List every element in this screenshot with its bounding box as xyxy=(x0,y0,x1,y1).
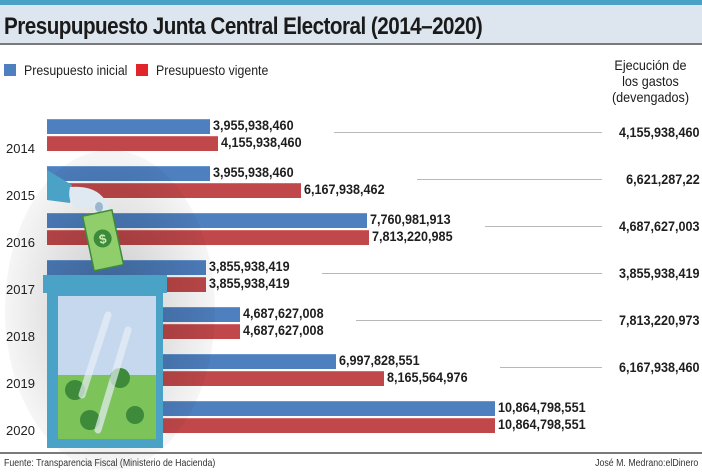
footer-divider xyxy=(0,452,702,454)
bar-value-label: 4,155,938,460 xyxy=(221,134,302,150)
legend-item-vigente: Presupuesto vigente xyxy=(136,62,284,78)
year-label: 2015 xyxy=(6,188,35,203)
bar-presupuesto-inicial xyxy=(47,166,211,181)
bar-presupuesto-vigente xyxy=(47,324,241,339)
year-label: 2014 xyxy=(6,141,35,156)
title-bar: Presupupuesto Junta Central Electoral (2… xyxy=(0,5,702,45)
legend-swatch-vigente xyxy=(136,64,148,76)
execution-header-line-1: Ejecución de xyxy=(614,57,687,73)
year-label: 2019 xyxy=(6,376,35,391)
bar-value-label: 3,855,938,419 xyxy=(208,275,290,291)
bar-value-label: 3,955,938,460 xyxy=(213,117,294,133)
bar-presupuesto-inicial xyxy=(47,260,206,275)
execution-value: 4,155,938,460 xyxy=(619,124,700,140)
bar-value-label: 3,855,938,419 xyxy=(208,258,290,274)
top-accent-bar xyxy=(0,0,702,5)
execution-header-line-3: (devengados) xyxy=(611,89,690,105)
leader-line xyxy=(485,226,602,227)
bar-presupuesto-vigente xyxy=(47,230,370,245)
credit-note: José M. Medrano:elDinero xyxy=(594,458,698,469)
chart-title: Presupupuesto Junta Central Electoral (2… xyxy=(4,13,483,40)
bar-value-label: 10,864,798,551 xyxy=(498,416,586,432)
bar-presupuesto-inicial xyxy=(47,401,495,416)
bar-value-label: 8,165,564,976 xyxy=(386,369,468,385)
execution-value: 4,687,627,003 xyxy=(619,218,700,234)
execution-header: Ejecución de los gastos (devengados) xyxy=(601,57,700,105)
bar-value-label: 6,167,938,462 xyxy=(304,181,385,197)
leader-line xyxy=(334,132,602,133)
bar-presupuesto-vigente xyxy=(47,183,302,198)
legend-swatch-inicial xyxy=(4,64,16,76)
legend-label-vigente: Presupuesto vigente xyxy=(156,62,269,78)
bar-presupuesto-inicial xyxy=(47,307,241,322)
source-note: Fuente: Transparencia Fiscal (Ministerio… xyxy=(4,458,216,469)
year-label: 2018 xyxy=(6,329,35,344)
legend-label-inicial: Presupuesto inicial xyxy=(24,62,128,78)
bar-presupuesto-inicial xyxy=(47,119,211,134)
bar-presupuesto-vigente xyxy=(47,277,206,292)
bar-value-label: 10,864,798,551 xyxy=(498,399,586,415)
year-label: 2017 xyxy=(6,282,35,297)
execution-value: 7,813,220,973 xyxy=(619,312,700,328)
bar-value-label: 7,760,981,913 xyxy=(370,211,451,227)
leader-line xyxy=(417,179,602,180)
execution-value: 6,621,287,22 xyxy=(626,171,700,187)
execution-value: 3,855,938,419 xyxy=(619,265,700,281)
bar-value-label: 4,687,627,008 xyxy=(243,322,324,338)
execution-value: 6,167,938,460 xyxy=(619,359,700,375)
year-label: 2016 xyxy=(6,235,35,250)
bar-value-label: 3,955,938,460 xyxy=(213,164,294,180)
bar-presupuesto-vigente xyxy=(47,136,219,151)
leader-line xyxy=(356,320,602,321)
bar-presupuesto-inicial xyxy=(47,354,336,369)
bar-value-label: 6,997,828,551 xyxy=(338,352,420,368)
leader-line xyxy=(499,367,602,368)
bar-value-label: 4,687,627,008 xyxy=(243,305,324,321)
year-label: 2020 xyxy=(6,423,35,438)
bar-presupuesto-inicial xyxy=(47,213,368,228)
execution-header-line-2: los gastos xyxy=(622,73,679,89)
leader-line xyxy=(321,273,602,274)
legend-item-inicial: Presupuesto inicial xyxy=(4,62,142,78)
bar-presupuesto-vigente xyxy=(47,418,495,433)
bar-presupuesto-vigente xyxy=(47,371,384,386)
bar-value-label: 7,813,220,985 xyxy=(372,228,453,244)
